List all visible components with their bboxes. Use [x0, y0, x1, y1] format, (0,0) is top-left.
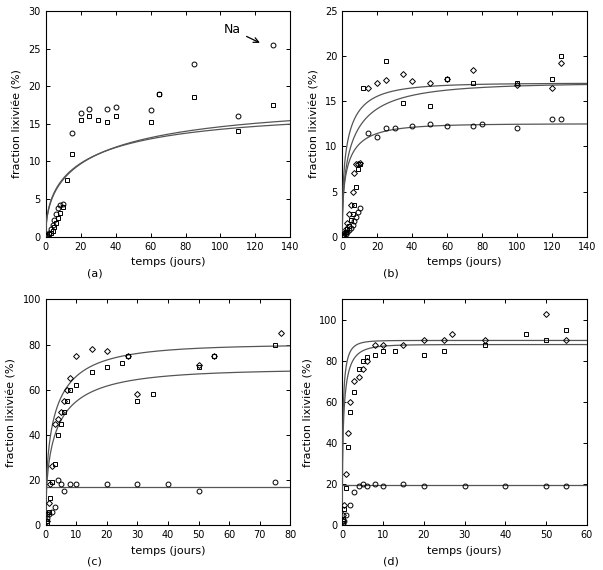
Y-axis label: fraction lixiviée (%): fraction lixiviée (%) — [13, 70, 23, 178]
X-axis label: temps (jours): temps (jours) — [428, 545, 502, 556]
Text: (d): (d) — [384, 557, 399, 567]
Text: Na: Na — [224, 23, 259, 42]
Text: (b): (b) — [384, 268, 399, 278]
Y-axis label: fraction lixiviée (%): fraction lixiviée (%) — [7, 358, 17, 467]
X-axis label: temps (jours): temps (jours) — [131, 545, 205, 556]
Text: (c): (c) — [87, 557, 102, 567]
X-axis label: temps (jours): temps (jours) — [131, 257, 205, 267]
X-axis label: temps (jours): temps (jours) — [428, 257, 502, 267]
Y-axis label: fraction lixiviée (%): fraction lixiviée (%) — [303, 358, 314, 467]
Text: (a): (a) — [87, 268, 103, 278]
Y-axis label: fraction lixiviée (%): fraction lixiviée (%) — [309, 70, 320, 178]
